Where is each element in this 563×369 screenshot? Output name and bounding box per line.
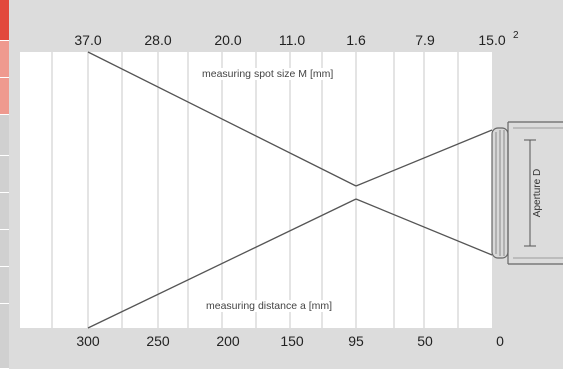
distance-label: 50 — [417, 333, 433, 349]
distance-label: 300 — [76, 333, 100, 349]
aperture-label: Aperture D — [532, 169, 543, 217]
side-tab-7[interactable] — [0, 230, 9, 267]
side-tab-6[interactable] — [0, 193, 9, 230]
distance-label: 0 — [496, 333, 504, 349]
spot-size-label: 1.6 — [346, 32, 366, 48]
footnote-marker: 2 — [513, 30, 519, 41]
spot-size-label: 7.9 — [415, 32, 435, 48]
distance-label: 95 — [348, 333, 364, 349]
side-tab-8[interactable] — [0, 267, 9, 304]
side-tab-3[interactable] — [0, 78, 9, 115]
beam-edge-lower-right — [355, 198, 493, 256]
beam-edge-upper-left — [87, 51, 357, 187]
side-tab-active[interactable] — [0, 0, 9, 41]
spot-size-label: 20.0 — [214, 32, 242, 48]
distance-caption: measuring distance a [mm] — [204, 300, 335, 312]
distance-label: 150 — [280, 333, 304, 349]
spot-size-label: 37.0 — [74, 32, 102, 48]
beam-edge-lower-left — [87, 198, 357, 329]
beam-edge-upper-right — [355, 129, 493, 187]
spot-size-label: 28.0 — [144, 32, 172, 48]
spot-size-caption: measuring spot size M [mm] — [200, 68, 336, 80]
side-navigation-strip — [0, 0, 9, 369]
spot-size-label: 15.0 — [478, 32, 506, 48]
spot-size-label: 11.0 — [278, 32, 306, 48]
distance-label: 200 — [216, 333, 240, 349]
distance-label: 250 — [146, 333, 170, 349]
sensor-housing — [491, 121, 563, 265]
side-tab-4[interactable] — [0, 115, 9, 156]
side-tab-5[interactable] — [0, 156, 9, 193]
side-tab-2[interactable] — [0, 41, 9, 78]
